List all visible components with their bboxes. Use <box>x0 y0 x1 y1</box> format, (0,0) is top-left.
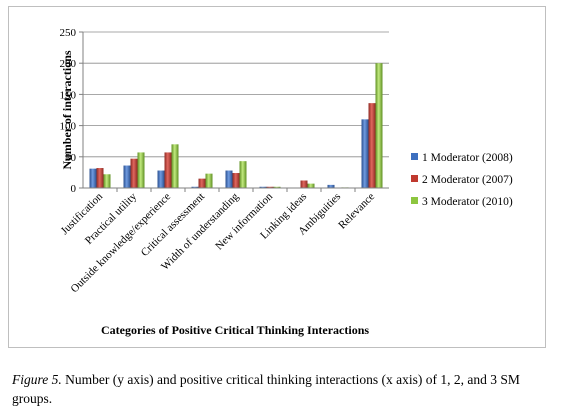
bar-1-4 <box>191 186 199 188</box>
bar-3-7 <box>307 183 315 188</box>
legend-entry-2: 2 Moderator (2007) <box>422 174 513 186</box>
bar-1-9 <box>361 119 369 188</box>
bar-1-6 <box>259 186 267 188</box>
y-tick-label: 250 <box>60 27 77 39</box>
y-axis-label: Number of interactions <box>60 50 74 169</box>
bars <box>89 63 383 189</box>
legend-entry-1: 1 Moderator (2008) <box>422 152 513 164</box>
bar-3-1 <box>103 174 111 188</box>
y-tick-label: 0 <box>71 183 77 195</box>
legend: 1 Moderator (2008) 2 Moderator (2007) 3 Mo… <box>411 152 513 208</box>
y-tick-label: 200 <box>60 58 77 70</box>
bar-2-1 <box>96 168 104 188</box>
bar-1-1 <box>89 168 97 188</box>
y-tick-label: 150 <box>60 89 77 101</box>
bar-3-3 <box>171 144 179 188</box>
legend-entry-3: 3 Moderator (2010) <box>422 196 513 208</box>
bar-1-3 <box>157 170 165 188</box>
bar-3-5 <box>239 161 247 188</box>
gridlines <box>83 31 389 158</box>
bar-3-6 <box>273 186 281 188</box>
x-tick-label: Critical assessment <box>139 191 207 259</box>
bar-2-6 <box>266 186 274 188</box>
bar-2-7 <box>300 180 308 188</box>
axes <box>79 31 389 192</box>
legend-swatch-1 <box>411 153 418 160</box>
bar-3-2 <box>137 152 145 188</box>
bar-2-2 <box>130 158 138 188</box>
bar-1-5 <box>225 170 233 188</box>
y-tick-label: 100 <box>60 121 77 133</box>
y-tick-label: 50 <box>65 152 77 164</box>
bar-1-2 <box>123 165 131 188</box>
bar-2-3 <box>164 152 172 188</box>
bar-2-9 <box>368 103 376 188</box>
legend-swatch-3 <box>411 197 418 204</box>
x-axis-label: Categories of Positive Critical Thinking… <box>101 323 369 337</box>
x-tick-label: Relevance <box>336 191 377 232</box>
figure-label: Figure 5. <box>12 372 62 387</box>
bar-2-5 <box>232 173 240 188</box>
bar-3-9 <box>375 63 383 189</box>
figure-caption: Figure 5. Number (y axis) and positive c… <box>12 370 552 408</box>
legend-swatch-2 <box>411 175 418 182</box>
bar-1-8 <box>327 184 335 188</box>
chart-frame: 0 50 100 150 200 250 Justification Practical ut… <box>8 6 546 348</box>
caption-text: Number (y axis) and positive critical th… <box>12 372 520 406</box>
bar-3-4 <box>205 173 213 188</box>
bar-2-4 <box>198 178 206 188</box>
